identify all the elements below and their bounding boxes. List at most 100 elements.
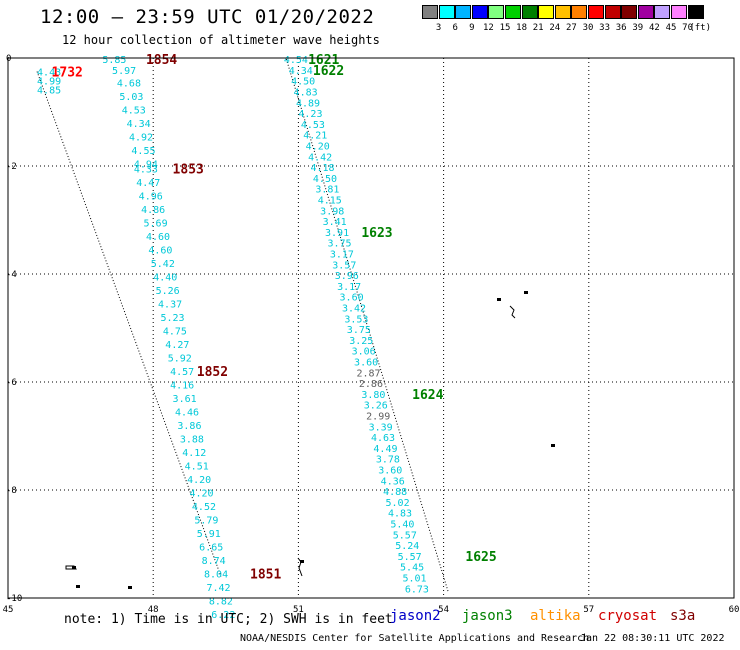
time-label: 1622 (313, 64, 344, 79)
time-label: 1625 (465, 550, 496, 565)
swh-value-label: 4.20 (187, 475, 211, 486)
swh-value-label: 5.69 (144, 219, 168, 230)
swh-value-label: 8.82 (209, 597, 233, 608)
color-scale-swatch (422, 5, 438, 19)
land-mark (76, 585, 80, 588)
color-scale-label: 6 (452, 23, 458, 33)
swh-value-label: 3.61 (173, 394, 197, 405)
color-scale-label: 27 (565, 23, 577, 33)
satellite-legend-item: altika (530, 608, 581, 624)
time-label: 1623 (361, 226, 392, 241)
swh-value-label: 3.80 (361, 390, 385, 401)
swh-value-label: 4.27 (165, 340, 189, 351)
color-scale-swatch (654, 5, 671, 19)
swh-value-label: 4.53 (122, 105, 146, 116)
color-scale-swatch (588, 5, 604, 19)
swh-value-label: 3.60 (378, 465, 402, 476)
swh-value-label: 4.34 (289, 66, 313, 77)
land-mark (497, 298, 501, 301)
footer-credit: NOAA/NESDIS Center for Satellite Applica… (240, 633, 590, 644)
color-scale-swatch (554, 5, 571, 19)
swh-value-label: 5.57 (398, 552, 422, 563)
x-tick-label: 60 (729, 605, 740, 615)
swh-value-label: 4.12 (182, 448, 206, 459)
swh-value-label: 2.87 (356, 368, 380, 379)
color-scale-swatch (604, 5, 621, 19)
color-scale-swatch (505, 5, 521, 19)
footer-timestamp: Jan 22 08:30:11 UTC 2022 (580, 633, 725, 644)
swh-value-label: 5.42 (151, 259, 175, 270)
swh-value-label: 5.45 (400, 563, 424, 574)
satellite-legend-item: jason2 (390, 608, 441, 624)
time-label: 1853 (173, 163, 204, 178)
swh-value-label: 5.01 (402, 573, 426, 584)
x-tick-label: 48 (148, 605, 159, 615)
swh-value-label: 8.74 (202, 556, 226, 567)
swh-value-label: 6.65 (199, 543, 223, 554)
color-scale-unit: (ft) (689, 23, 712, 33)
land-mark (128, 586, 132, 589)
land-mark (524, 291, 528, 294)
swh-value-label: 4.57 (170, 367, 194, 378)
color-scale-label: 9 (469, 23, 475, 33)
swh-value-label: 4.99 (37, 77, 61, 88)
swh-value-label: 3.57 (332, 260, 356, 271)
swh-value-label: 4.18 (311, 163, 335, 174)
color-scale-label: 70 (682, 23, 694, 33)
swh-value-label: 3.42 (342, 303, 366, 314)
swh-value-label: 4.52 (192, 502, 216, 513)
satellite-legend-item: cryosat (598, 608, 658, 624)
swh-value-label: 5.23 (160, 313, 184, 324)
swh-value-label: 4.50 (291, 77, 315, 88)
color-scale-label: 39 (632, 23, 644, 33)
swh-value-label: 4.60 (146, 232, 170, 243)
swh-value-label: 6.73 (405, 584, 429, 595)
swh-value-label: 4.40 (153, 273, 177, 284)
color-scale-swatch (687, 5, 704, 19)
swh-value-label: 4.46 (175, 408, 199, 419)
swh-value-label: 5.85 (102, 55, 126, 66)
island-outline (65, 565, 77, 570)
swh-value-label: 4.49 (373, 444, 397, 455)
swh-value-label: 2.99 (366, 411, 390, 422)
swh-value-label: 3.98 (320, 206, 344, 217)
swh-value-label: 5.03 (119, 92, 143, 103)
swh-value-label: 5.02 (386, 498, 410, 509)
y-tick-label: -8 (6, 486, 17, 496)
swh-value-label: 2.86 (359, 379, 383, 390)
color-scale-label: 24 (549, 23, 561, 33)
swh-value-label: 4.83 (294, 87, 318, 98)
swh-value-label: 3.53 (344, 314, 368, 325)
time-label: 1732 (52, 66, 83, 81)
color-scale-label: 42 (648, 23, 660, 33)
plot-frame (7, 57, 735, 599)
swh-value-label: 4.47 (136, 178, 160, 189)
swh-value-label: 4.92 (129, 132, 153, 143)
swh-value-label: 3.26 (364, 401, 388, 412)
island-outline (297, 557, 303, 577)
swh-value-label: 4.37 (158, 300, 182, 311)
land-mark (300, 560, 304, 563)
swh-value-label: 4.42 (308, 152, 332, 163)
time-label: 1852 (197, 365, 228, 380)
swh-value-label: 4.33 (134, 165, 158, 176)
swh-value-label: 8.04 (204, 570, 228, 581)
swh-value-label: 4.68 (117, 78, 141, 89)
color-scale-swatch (455, 5, 472, 19)
y-tick-label: -4 (6, 270, 17, 280)
swh-value-label: 4.16 (170, 381, 194, 392)
swh-value-label: 4.50 (313, 174, 337, 185)
color-scale-label: 33 (599, 23, 611, 33)
y-tick-label: -6 (6, 378, 17, 388)
swh-value-label: 4.34 (127, 119, 151, 130)
swh-value-label: 3.60 (354, 357, 378, 368)
color-scale-label: 15 (499, 23, 511, 33)
time-label: 1624 (412, 388, 443, 403)
swh-value-label: 4.75 (163, 327, 187, 338)
swh-value-label: 4.23 (298, 109, 322, 120)
swh-value-label: 5.40 (390, 519, 414, 530)
island-outline (509, 305, 516, 319)
color-scale-label: 3 (435, 23, 442, 33)
